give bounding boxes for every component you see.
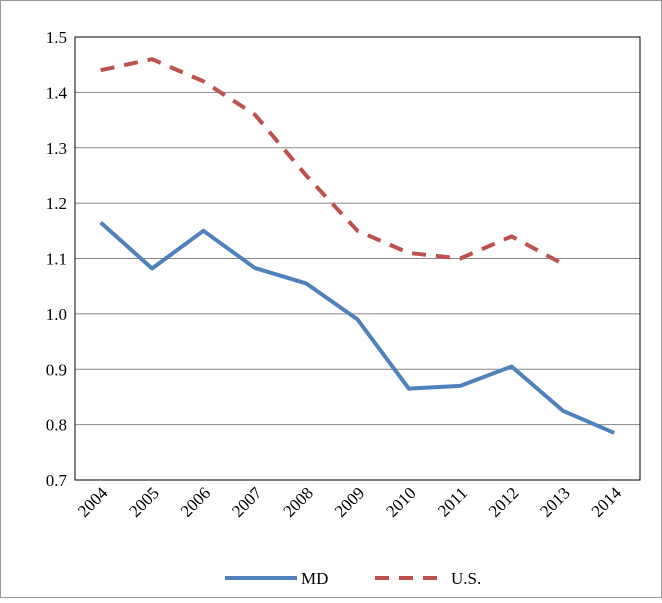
y-tick-label: 1.1	[46, 250, 67, 269]
y-tick-label: 0.7	[46, 471, 68, 490]
series-line	[100, 57, 564, 266]
y-tick-label: 1.4	[46, 83, 68, 102]
legend-label: U.S.	[451, 569, 481, 588]
legend-label: MD	[301, 569, 328, 588]
y-tick-label: 1.2	[46, 194, 67, 213]
y-tick-label: 1.3	[46, 139, 67, 158]
y-tick-label: 0.8	[46, 416, 67, 435]
plot-area	[74, 36, 641, 481]
y-tick-label: 0.9	[46, 360, 67, 379]
series-line	[99, 221, 616, 435]
y-tick-label: 1.5	[46, 28, 67, 47]
y-tick-label: 1.0	[46, 305, 67, 324]
